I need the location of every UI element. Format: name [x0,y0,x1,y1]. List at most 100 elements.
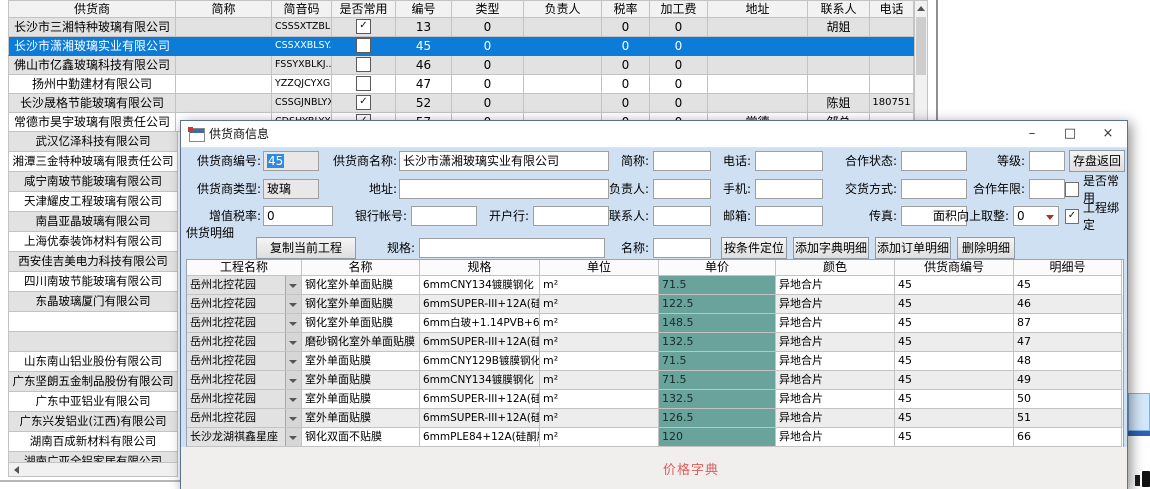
cell-supplier-id[interactable]: 45 [895,409,1014,428]
cell-type[interactable]: 0 [452,18,524,37]
project-combobox[interactable]: 岳州北控花园 [187,295,302,314]
cell-name[interactable]: 钢化室外单面贴膜 [302,276,420,295]
supplier-name-item[interactable]: 咸宁南玻节能玻璃有限公司 [9,172,177,192]
project-combobox[interactable]: 长沙龙湖祺鑫星座 [187,428,302,447]
col-header-unit-price[interactable]: 单价 [659,260,776,276]
cell-detail-id[interactable]: 50 [1014,390,1122,409]
cell-often-used[interactable] [332,56,396,75]
cell-unit-price[interactable]: 122.5 [659,295,776,314]
cell-pinyin-code[interactable]: CSSXXBLSY.. [272,37,332,56]
cell-unit[interactable]: m² [540,333,659,352]
cell-unit-price[interactable]: 71.5 [659,371,776,390]
supplier-row[interactable]: 扬州中勤建材有限公司 YZZQJCYXGS 47 0 0 0 [8,75,914,94]
col-header-supplier-id[interactable]: 供货商编号 [895,260,1014,276]
cell-contact[interactable]: 胡姐 [808,18,870,37]
cell-name[interactable]: 室外单面贴膜 [302,352,420,371]
cell-detail-id[interactable]: 48 [1014,352,1122,371]
supplier-code-input[interactable]: 45 [263,151,319,171]
cell-spec[interactable]: 6mmCNY134镀膜钢化 [420,276,540,295]
phone-input[interactable] [755,151,823,171]
scroll-up-icon[interactable] [917,6,925,11]
cell-supplier-id[interactable]: 45 [895,333,1014,352]
col-header-name[interactable]: 名称 [302,260,420,276]
cell-unit-price[interactable]: 120 [659,428,776,447]
locate-by-condition-button[interactable]: 按条件定位 [721,237,787,259]
cell-detail-id[interactable]: 66 [1014,428,1122,447]
cell-unit-price[interactable]: 132.5 [659,333,776,352]
detail-row[interactable]: 岳州北控花园 钢化室外单面贴膜 6mmCNY134镀膜钢化 m² 71.5 异地… [187,276,1123,295]
cell-spec[interactable]: 6mm白玻+1.14PVB+6mm... [420,314,540,333]
often-used-checkbox[interactable]: ✓ [356,19,371,34]
often-used-checkbox[interactable] [356,76,371,91]
cell-contact[interactable] [808,56,870,75]
cell-tax[interactable]: 0 [602,37,650,56]
col-header-project[interactable]: 工程名称 [187,260,302,276]
cell-unit[interactable]: m² [540,390,659,409]
cell-pinyin-code[interactable]: CSSGJNBLYXGS [272,94,332,113]
supplier-name-item[interactable]: 天津耀皮工程玻璃有限公司 [9,192,177,212]
fax-input[interactable] [901,206,967,226]
supplier-name-input[interactable]: 长沙市潇湘玻璃实业有限公司 [399,151,609,171]
cell-name[interactable]: 磨砂钢化室外单面贴膜 [302,333,420,352]
cell-supplier-id[interactable]: 45 [895,428,1014,447]
cell-supplier-name[interactable]: 佛山市亿鑫玻璃科技有限公司 [8,56,176,75]
cell-often-used[interactable] [332,75,396,94]
cell-owner[interactable] [524,75,602,94]
checkbox-icon[interactable] [1065,181,1079,197]
cell-address[interactable] [708,75,808,94]
dropdown-icon[interactable] [285,371,301,389]
cell-phone[interactable] [870,56,914,75]
spec-filter-input[interactable] [419,238,605,258]
cell-detail-id[interactable]: 45 [1014,276,1122,295]
cell-phone[interactable] [870,18,914,37]
cell-supplier-name[interactable]: 长沙晟格节能玻璃有限公司 [8,94,176,113]
cell-name[interactable]: 室外单面贴膜 [302,371,420,390]
cell-tax[interactable]: 0 [602,56,650,75]
add-order-detail-button[interactable]: 添加订单明细 [875,237,951,259]
cell-unit[interactable]: m² [540,276,659,295]
supplier-name-item[interactable]: 广东坚朗五金制品股份有限公司 [9,372,177,392]
delivery-method-input[interactable] [901,179,967,199]
col-header-owner[interactable]: 负责人 [524,0,602,18]
cell-spec[interactable]: 6mmSUPER-III+12A(硅... [420,409,540,428]
checkbox-icon[interactable]: ✓ [1065,208,1079,224]
project-combobox[interactable]: 岳州北控花园 [187,409,302,428]
project-combobox[interactable]: 岳州北控花园 [187,352,302,371]
cell-unit-price[interactable]: 126.5 [659,409,776,428]
cell-phone[interactable] [870,75,914,94]
supplier-row[interactable]: 长沙晟格节能玻璃有限公司 CSSGJNBLYXGS ✓ 52 0 0 0 陈姐 … [8,94,914,113]
cell-owner[interactable] [524,18,602,37]
cell-owner[interactable] [524,56,602,75]
copy-current-project-button[interactable]: 复制当前工程 [256,237,356,259]
cell-type[interactable]: 0 [452,56,524,75]
cell-pinyin-code[interactable]: CSSSXTZBL.. [272,18,332,37]
cell-short-name[interactable] [176,18,272,37]
cell-address[interactable] [708,37,808,56]
scrollbar-thumb[interactable] [916,17,926,75]
often-used-checkbox[interactable] [356,57,371,72]
cell-type[interactable]: 0 [452,75,524,94]
cell-fee[interactable]: 0 [650,18,708,37]
cell-color[interactable]: 异地合片 [776,428,895,447]
cell-short-name[interactable] [176,75,272,94]
cell-contact[interactable] [808,75,870,94]
cell-detail-id[interactable]: 49 [1014,371,1122,390]
minimize-button[interactable]: – [1028,126,1036,141]
cell-id[interactable]: 45 [396,37,452,56]
cell-detail-id[interactable]: 51 [1014,409,1122,428]
cell-address[interactable] [708,18,808,37]
project-bind-checkbox-field[interactable]: ✓ 工程绑定 [1065,201,1127,232]
col-header-detail-id[interactable]: 明细号 [1014,260,1122,276]
cell-color[interactable]: 异地合片 [776,371,895,390]
cell-unit-price[interactable]: 132.5 [659,390,776,409]
cell-address[interactable] [708,56,808,75]
detail-row[interactable]: 岳州北控花园 钢化室外单面贴膜 6mmSUPER-III+12A(硅... m²… [187,295,1123,314]
supplier-name-item[interactable]: 武汉亿泽科技有限公司 [9,132,177,152]
dropdown-icon[interactable] [285,314,301,332]
close-button[interactable]: × [1102,126,1114,141]
cell-spec[interactable]: 6mmSUPER-III+12A(硅... [420,333,540,352]
scroll-left-icon[interactable] [14,466,19,474]
detail-row[interactable]: 岳州北控花园 室外单面贴膜 6mmCNY134镀膜钢化 m² 71.5 异地合片… [187,371,1123,390]
cell-color[interactable]: 异地合片 [776,295,895,314]
often-used-checkbox[interactable] [356,38,371,53]
